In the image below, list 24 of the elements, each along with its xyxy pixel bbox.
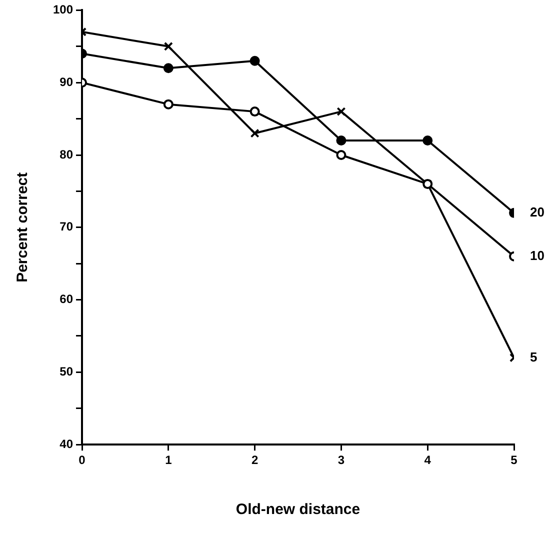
x-axis-title: Old-new distance <box>236 501 360 518</box>
series-label: 5 <box>530 349 538 364</box>
y-tick-label: 80 <box>60 147 74 162</box>
x-tick-label: 1 <box>165 453 172 468</box>
x-tick-label: 5 <box>510 453 518 468</box>
point <box>250 106 260 117</box>
point <box>336 136 346 146</box>
x-tick-label: 3 <box>338 453 345 468</box>
point <box>336 107 346 116</box>
x-tick-label: 2 <box>251 453 258 468</box>
series-label: 20 <box>530 204 544 220</box>
series-label: 10 <box>530 248 544 263</box>
y-tick-label: 50 <box>60 364 74 379</box>
y-tick-label: 40 <box>60 436 74 451</box>
y-axis-title: Percent correct <box>14 172 32 282</box>
point <box>250 128 260 138</box>
y-tick-label: 60 <box>60 292 74 306</box>
x-tick-label: 4 <box>424 453 432 468</box>
x-tick-label: 0 <box>78 453 86 468</box>
y-tick-label: 100 <box>52 2 74 17</box>
y-tick-label: 90 <box>60 74 74 89</box>
point <box>250 56 260 66</box>
y-tick-label: 70 <box>60 220 74 234</box>
point <box>336 150 346 160</box>
